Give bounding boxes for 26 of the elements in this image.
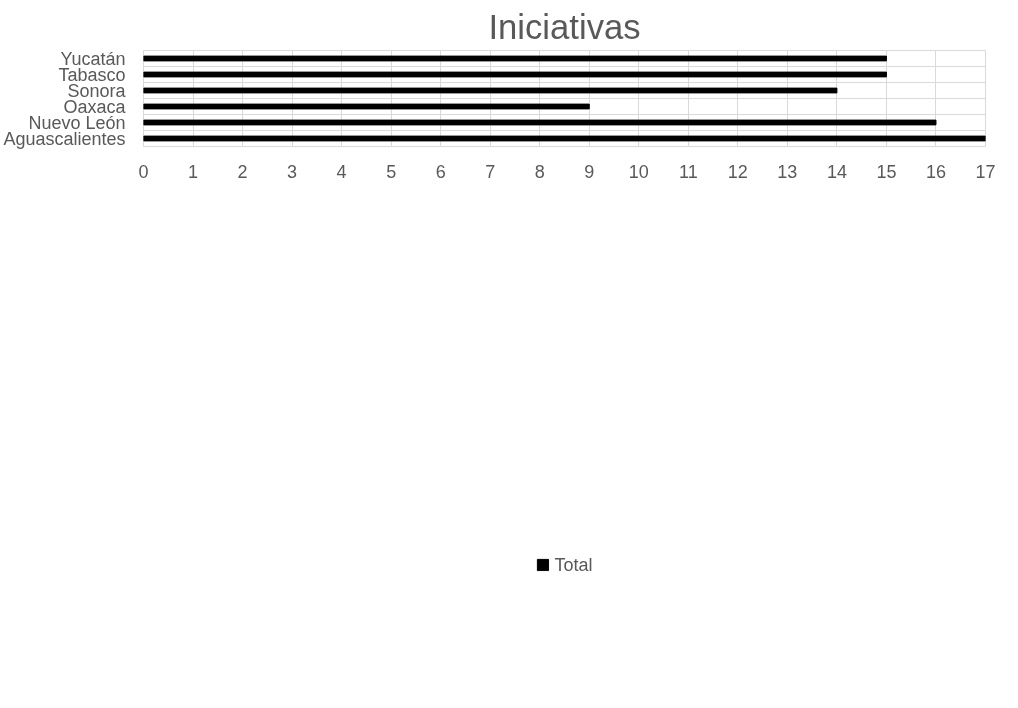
x-tick-label: 14: [826, 161, 847, 182]
x-tick-label: 3: [287, 161, 298, 182]
bar: [143, 119, 937, 126]
legend-label: Total: [554, 554, 593, 576]
bar: [143, 71, 887, 78]
bar: [143, 135, 986, 142]
x-tick-label: 12: [727, 161, 748, 182]
chart-title: Iniciativas: [488, 7, 641, 46]
x-tick-label: 16: [925, 161, 946, 182]
x-tick-label: 9: [584, 161, 595, 182]
bar: [143, 103, 590, 110]
x-tick-label: 2: [237, 161, 248, 182]
x-tick-label: 1: [188, 161, 199, 182]
x-tick-label: 0: [138, 161, 149, 182]
bar: [143, 87, 838, 94]
x-tick-label: 8: [534, 161, 545, 182]
x-tick-label: 13: [777, 161, 798, 182]
x-tick-label: 15: [876, 161, 897, 182]
x-tick-label: 4: [336, 161, 347, 182]
x-tick-label: 5: [386, 161, 397, 182]
x-tick-label: 17: [975, 161, 996, 182]
x-tick-label: 7: [485, 161, 496, 182]
x-tick-label: 6: [435, 161, 446, 182]
x-tick-label: 10: [628, 161, 649, 182]
x-tick-label: 11: [678, 161, 698, 182]
bar: [143, 55, 887, 62]
